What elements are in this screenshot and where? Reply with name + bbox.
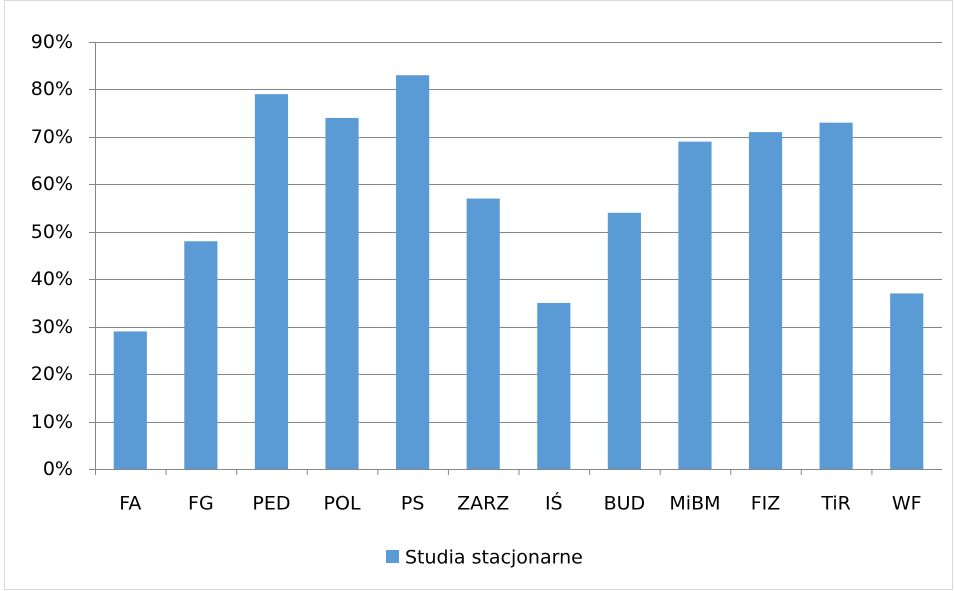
bar: [890, 293, 924, 469]
y-tick-label: 90%: [31, 31, 73, 53]
y-tick-label: 70%: [31, 126, 73, 148]
bar: [748, 132, 783, 469]
bar: [325, 117, 359, 470]
bar: [678, 141, 712, 469]
bar: [607, 212, 641, 470]
y-tick-label: 30%: [31, 316, 73, 338]
y-tick-label: 60%: [31, 173, 73, 195]
legend-label: Studia stacjonarne: [405, 547, 583, 569]
x-tick-label: IŚ: [545, 491, 563, 515]
x-tick-label: MiBM: [669, 493, 720, 515]
y-tick-label: 0%: [43, 458, 73, 480]
y-tick-label: 20%: [31, 363, 73, 385]
legend-swatch: [386, 550, 399, 563]
y-tick-label: 40%: [31, 268, 73, 290]
x-tick-label: BUD: [604, 493, 646, 515]
bar: [113, 331, 147, 469]
y-tick-label: 80%: [31, 78, 73, 100]
x-tick-label: POL: [324, 493, 361, 515]
bar: [466, 198, 500, 470]
x-tick-label: FIZ: [751, 493, 781, 515]
x-tick-label: ZARZ: [457, 493, 509, 515]
bar: [254, 94, 289, 469]
x-tick-label: WF: [892, 493, 922, 515]
x-tick-label: PS: [401, 493, 425, 515]
bar: [184, 241, 218, 469]
bar: [819, 122, 853, 470]
x-tick-label: FG: [188, 493, 214, 515]
x-tick-label: TiR: [820, 493, 851, 515]
bar: [537, 302, 571, 469]
y-tick-label: 10%: [31, 411, 73, 433]
y-tick-label: 50%: [31, 221, 73, 243]
bar: [396, 75, 430, 469]
x-tick-label: PED: [252, 493, 290, 515]
x-tick-label: FA: [119, 493, 141, 515]
